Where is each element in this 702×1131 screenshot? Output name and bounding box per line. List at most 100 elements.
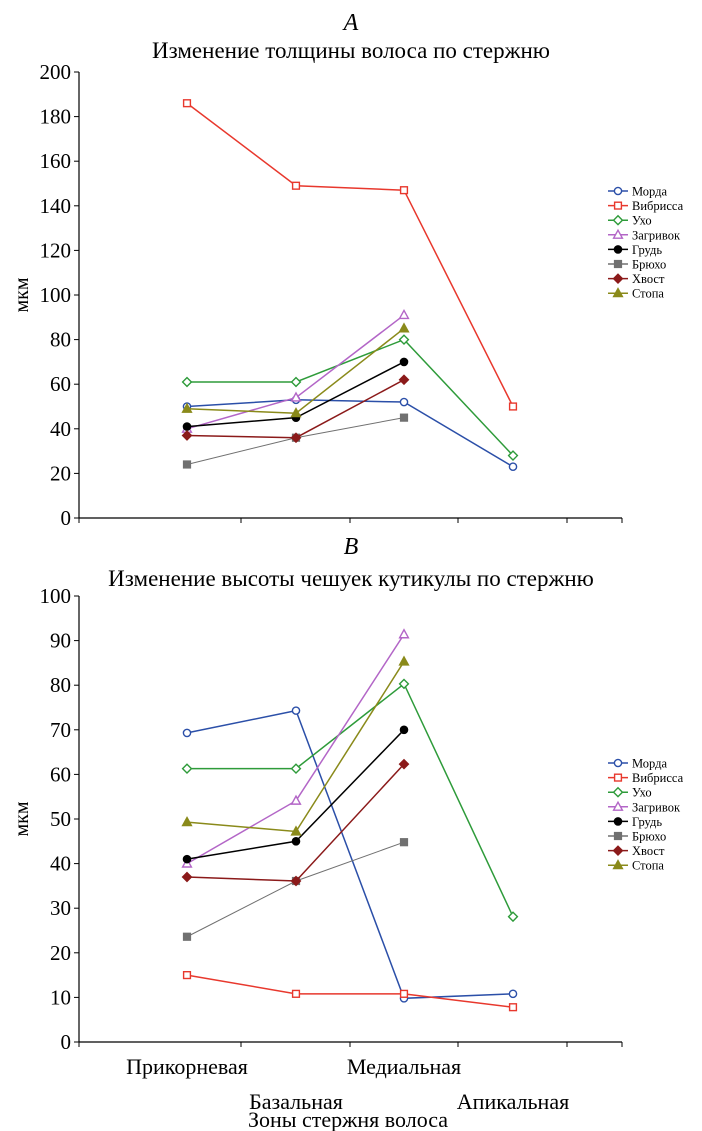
legend-item: Грудь <box>608 243 662 257</box>
series-line <box>186 399 514 468</box>
series-7 <box>181 655 410 836</box>
y-tick-label: 30 <box>50 896 71 920</box>
legend-label: Грудь <box>632 815 662 829</box>
legend-item: Грудь <box>608 815 662 829</box>
series-4 <box>182 357 409 431</box>
legend-label: Грудь <box>632 243 662 257</box>
data-point <box>291 837 301 846</box>
data-point <box>290 407 302 418</box>
series-line <box>186 709 514 1000</box>
data-point <box>399 725 409 735</box>
data-point <box>399 413 409 422</box>
series-line <box>186 661 405 833</box>
legend-item: Ухо <box>608 786 652 800</box>
data-point <box>182 422 192 431</box>
legend-label: Ухо <box>632 214 652 228</box>
data-point <box>399 989 409 998</box>
legend-swatch-marker <box>612 214 624 226</box>
legend-label: Загривок <box>632 228 681 242</box>
legend-item: Хвост <box>608 844 665 858</box>
legend-label: Вибрисса <box>632 771 684 785</box>
data-point <box>291 181 301 190</box>
x-category-label: Медиальная <box>347 1054 461 1079</box>
data-point <box>290 432 302 444</box>
y-tick-label: 50 <box>50 807 71 831</box>
data-point <box>182 728 192 738</box>
y-tick-label: 70 <box>50 718 71 742</box>
legend-item: Вибрисса <box>608 199 684 213</box>
data-point <box>399 186 409 195</box>
data-point <box>290 376 302 388</box>
series-2 <box>181 678 519 923</box>
data-point <box>507 911 519 923</box>
x-category-label: Апикальная <box>457 1089 569 1114</box>
panel-letter: A <box>342 10 359 36</box>
legend-item: Хвост <box>608 272 665 286</box>
y-tick-label: 140 <box>40 194 72 218</box>
chart-title: Изменение толщины волоса по стержню <box>152 38 550 63</box>
legend-swatch-marker <box>613 259 623 269</box>
legend-label: Вибрисса <box>632 199 684 213</box>
legend-item: Ухо <box>608 214 652 228</box>
data-point <box>399 397 409 407</box>
legend-item: Стопа <box>608 859 664 873</box>
y-tick-label: 100 <box>40 584 72 608</box>
legend-swatch-marker <box>613 758 623 768</box>
legend-label: Стопа <box>632 287 664 301</box>
legend-swatch-marker <box>612 228 624 239</box>
data-point <box>399 357 409 367</box>
data-point <box>181 430 193 441</box>
legend-label: Брюхо <box>632 830 666 844</box>
legend-item: Вибрисса <box>608 771 684 785</box>
data-point <box>182 854 192 864</box>
data-point <box>181 376 193 388</box>
y-tick-label: 0 <box>61 506 72 530</box>
y-tick-label: 120 <box>40 238 72 262</box>
series-7 <box>181 322 410 418</box>
legend-label: Брюхо <box>632 258 666 272</box>
series-0 <box>182 395 518 472</box>
legend-item: Загривок <box>608 228 681 242</box>
legend-label: Хвост <box>632 844 665 858</box>
y-tick-label: 10 <box>50 985 71 1009</box>
panel-letter: B <box>344 534 359 560</box>
series-line <box>186 974 514 1008</box>
legend-swatch-marker <box>612 800 624 811</box>
legend: МордаВибриссаУхоЗагривокГрудьБрюхоХвостС… <box>608 757 684 873</box>
data-point <box>398 334 410 345</box>
legend-swatch-marker <box>613 186 623 196</box>
x-axis-label: Зоны стержня волоса <box>248 1107 448 1131</box>
series-2 <box>181 334 519 461</box>
legend-item: Стопа <box>608 287 664 301</box>
y-tick-label: 90 <box>50 629 71 653</box>
legend-item: Морда <box>608 757 667 771</box>
data-point <box>398 655 410 666</box>
y-tick-label: 20 <box>50 941 71 965</box>
data-point <box>182 971 192 980</box>
y-tick-label: 160 <box>40 149 72 173</box>
data-point <box>508 989 518 999</box>
series-line <box>187 338 514 457</box>
legend-swatch-marker <box>613 817 623 826</box>
legend-swatch-marker <box>613 245 623 254</box>
chart-title: Изменение высоты чешуек кутикулы по стер… <box>108 566 594 591</box>
series-6 <box>181 758 410 887</box>
data-point <box>507 450 519 461</box>
data-point <box>290 825 302 836</box>
data-point <box>398 309 410 320</box>
legend-label: Хвост <box>632 272 665 286</box>
legend-swatch-marker <box>612 287 624 298</box>
legend-item: Загривок <box>608 800 681 814</box>
data-point <box>290 875 302 887</box>
data-point <box>399 838 409 847</box>
legend-swatch-marker <box>613 831 623 841</box>
y-tick-label: 40 <box>50 852 71 876</box>
y-tick-label: 100 <box>40 283 72 307</box>
series-line <box>186 102 514 407</box>
data-point <box>182 460 192 469</box>
data-point <box>508 402 518 411</box>
series-6 <box>181 374 410 444</box>
y-axis-label: мкм <box>11 801 33 836</box>
y-tick-label: 60 <box>50 762 71 786</box>
